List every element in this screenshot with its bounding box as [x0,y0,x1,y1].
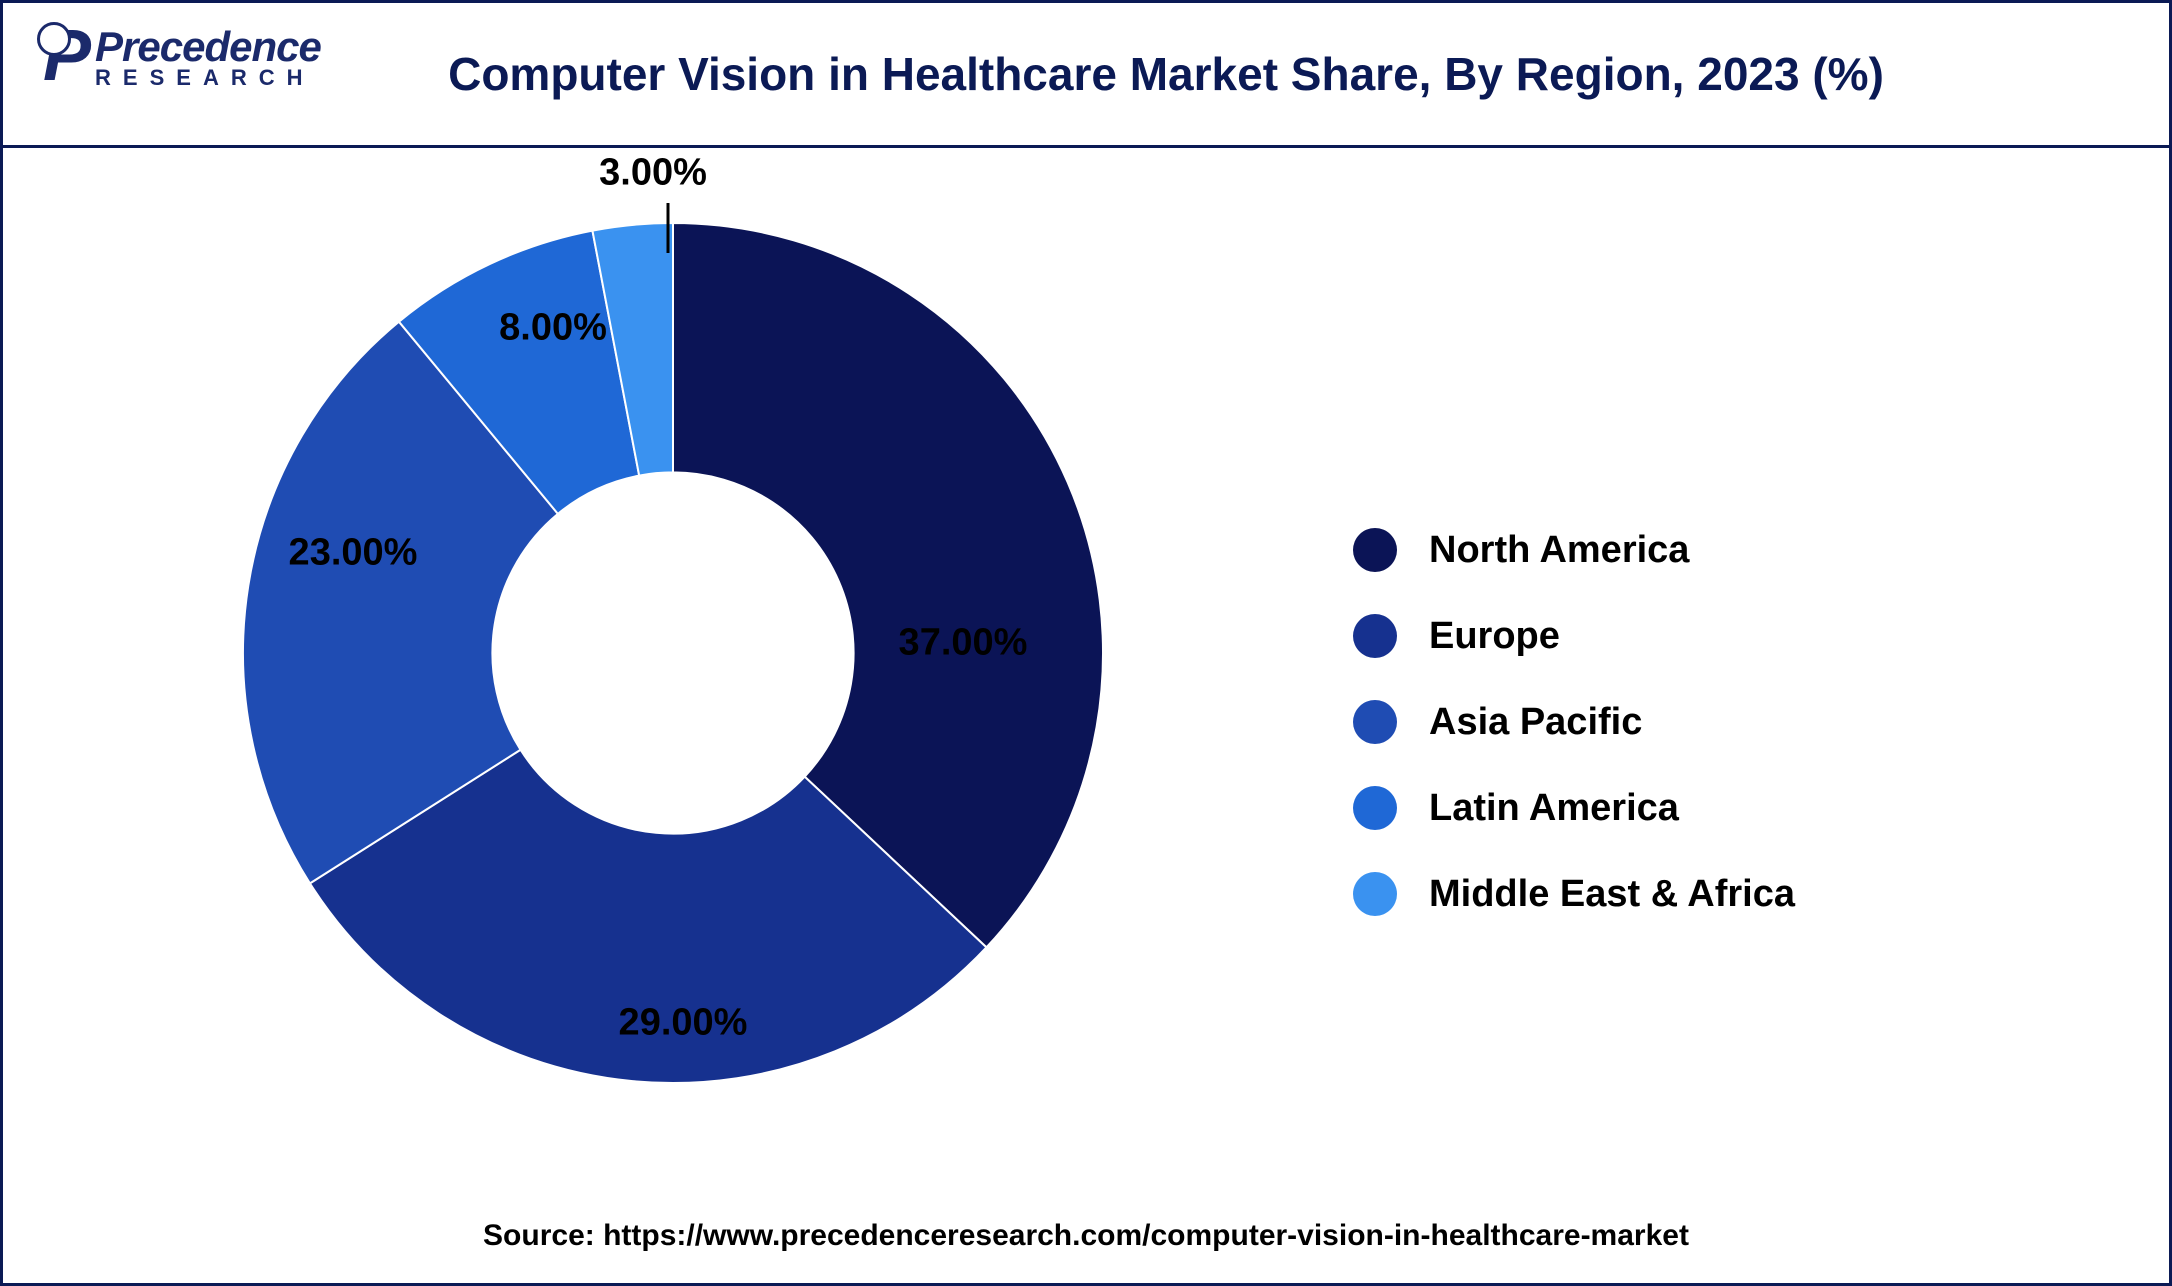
chart-frame: P Precedence RESEARCH Computer Vision in… [0,0,2172,1286]
source-citation: Source: https://www.precedenceresearch.c… [3,1219,2169,1253]
legend-swatch-icon [1353,786,1397,830]
brand-name: Precedence [95,28,321,66]
legend-swatch-icon [1353,614,1397,658]
legend-swatch-icon [1353,700,1397,744]
header: P Precedence RESEARCH Computer Vision in… [3,3,2169,148]
slice-data-label: 29.00% [619,1002,748,1045]
logo-mark-icon: P [43,28,91,86]
logo-text: Precedence RESEARCH [95,28,321,88]
legend-swatch-icon [1353,528,1397,572]
legend-label: Europe [1429,615,1560,658]
legend-item: Latin America [1353,786,1795,830]
brand-logo: P Precedence RESEARCH [43,28,321,88]
chart-title: Computer Vision in Healthcare Market Sha… [3,47,2169,101]
legend-label: North America [1429,529,1689,572]
legend-item: Europe [1353,614,1795,658]
slice-data-label: 3.00% [599,152,707,195]
legend-item: Asia Pacific [1353,700,1795,744]
legend-item: Middle East & Africa [1353,872,1795,916]
brand-subname: RESEARCH [95,68,321,88]
slice-data-label: 23.00% [289,532,418,575]
slice-data-label: 37.00% [899,622,1028,665]
slice-data-label: 8.00% [499,307,607,350]
chart-body: 37.00% 29.00% 23.00% 8.00% 3.00% North Ameri… [3,148,2169,1283]
legend: North America Europe Asia Pacific Latin Ame… [1353,528,1795,916]
legend-item: North America [1353,528,1795,572]
legend-swatch-icon [1353,872,1397,916]
legend-label: Asia Pacific [1429,701,1642,744]
legend-label: Latin America [1429,787,1679,830]
legend-label: Middle East & Africa [1429,873,1795,916]
donut-chart: 37.00%29.00%23.00%8.00%3.00% [223,203,1123,1103]
